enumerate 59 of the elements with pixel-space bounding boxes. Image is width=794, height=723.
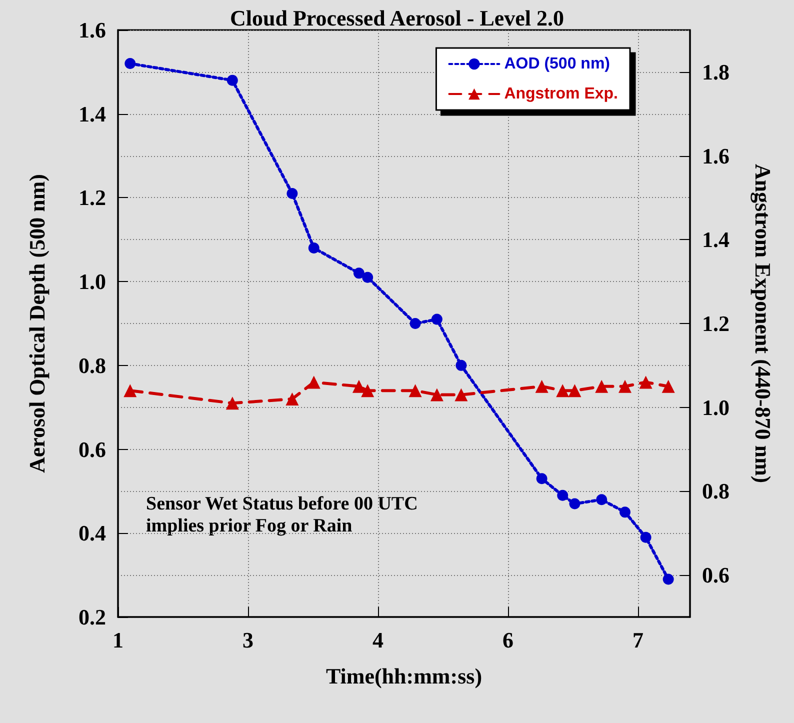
point	[454, 388, 468, 402]
point	[662, 380, 675, 393]
point	[535, 380, 548, 393]
point	[569, 498, 580, 510]
chart-title: Cloud Processed Aerosol - Level 2.0	[230, 6, 564, 30]
y-tick-label: 1.2	[78, 185, 106, 210]
point	[124, 58, 136, 70]
point	[362, 272, 374, 283]
y2-tick-label: 0.6	[702, 562, 730, 588]
point	[536, 473, 548, 484]
y-tick-label: 1.6	[78, 18, 106, 42]
y2-tick-label: 1.0	[702, 394, 730, 420]
point	[639, 376, 652, 389]
point	[568, 384, 582, 398]
point	[640, 532, 652, 543]
point	[430, 388, 444, 402]
y-tick-label: 0.8	[78, 352, 106, 378]
y-tick-label: 1.0	[78, 269, 106, 294]
point	[618, 380, 632, 393]
point	[226, 396, 239, 410]
point	[226, 74, 238, 86]
x-tick-label: 1	[112, 628, 124, 652]
point	[431, 314, 442, 325]
point	[124, 384, 137, 398]
point	[286, 188, 298, 200]
x-tick-label: 3	[242, 628, 254, 652]
y2-tick-label: 1.6	[702, 143, 730, 168]
legend-label: AOD (500 nm)	[504, 56, 610, 72]
y-tick-label: 0.2	[78, 604, 106, 630]
y2-tick-label: 0.8	[702, 478, 730, 504]
point	[410, 318, 421, 329]
legend-label: Angstrom Exp.	[504, 86, 618, 102]
point	[352, 380, 366, 393]
x-tick-label: 6	[502, 628, 514, 652]
point	[662, 574, 674, 585]
point	[361, 384, 374, 398]
y-tick-label: 0.4	[78, 520, 106, 546]
point	[620, 506, 630, 518]
point	[557, 490, 568, 501]
point	[307, 376, 320, 389]
x-axis-title: Time(hh:mm:ss)	[326, 664, 482, 688]
point	[286, 392, 299, 406]
x-tick-label: 4	[372, 628, 384, 652]
point	[596, 494, 608, 506]
y-axis-title: Aerosol Optical Depth (500 nm)	[24, 174, 50, 474]
x-tick-label: 7	[632, 628, 644, 652]
y2-tick-label: 1.4	[702, 227, 730, 252]
point	[408, 384, 422, 398]
annotation: Sensor Wet Status before 00 UTC implies prior Fog or Rain	[146, 494, 418, 536]
point	[556, 384, 570, 398]
y2-tick-label: 1.2	[702, 311, 730, 336]
point	[595, 380, 608, 393]
point	[308, 242, 320, 254]
point	[353, 268, 364, 279]
point	[456, 360, 467, 371]
y-tick-label: 0.6	[78, 436, 106, 462]
y-tick-label: 1.4	[78, 101, 106, 126]
y2-axis-title: Angstrom Exponent (440-870 nm)	[750, 164, 776, 484]
y2-tick-label: 1.8	[702, 59, 730, 84]
